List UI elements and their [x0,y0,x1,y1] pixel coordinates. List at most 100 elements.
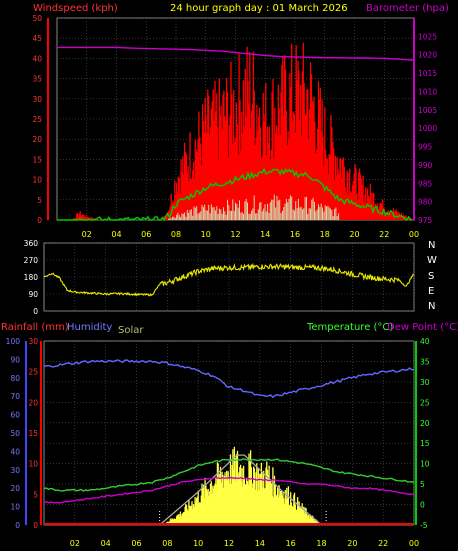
temperature-tick-label: 30 [420,378,430,387]
rain-temp-x-tick-label: 18 [316,539,326,548]
windspeed-axis-label: Windspeed (kph) [33,3,118,14]
windspeed-tick-label: 35 [32,75,42,84]
windspeed-tick-label: 45 [32,34,42,43]
rainfall-tick-label: 30 [28,337,38,346]
solar-max-envelope-line [159,454,322,526]
barometer-tick-label: 1010 [418,87,437,96]
barometer-tick-label: 1000 [418,124,437,133]
dewpoint-series-line [43,476,415,504]
wind-x-tick-label: 04 [111,230,121,239]
barometer-tick-label: 1005 [418,106,437,115]
wind-x-tick-label: 20 [349,230,359,239]
direction-tick-label: 270 [24,256,39,265]
rain-temp-x-tick-label: 14 [255,539,265,548]
wind-x-tick-label: 18 [320,230,330,239]
direction-label-w: W [427,255,437,266]
avg-wind-series-line [57,167,413,222]
barometer-tick-label: 995 [418,143,433,152]
temperature-tick-label: 0 [420,501,425,510]
rain-temp-x-tick-label: 06 [131,539,141,548]
windspeed-tick-label: 10 [32,176,42,185]
barometer-tick-label: 980 [418,198,433,207]
solar-label: Solar [118,325,144,336]
barometer-axis-label: Barometer (hpa) [366,3,449,14]
windspeed-tick-label: 50 [32,14,42,23]
direction-label-n2: N [428,301,435,312]
windspeed-tick-label: 20 [32,135,42,144]
wind-x-tick-label: 06 [141,230,151,239]
humidity-tick-label: 10 [10,503,20,512]
rain-temp-x-tick-label: 12 [224,539,234,548]
barometer-series-line [57,46,415,61]
wind-x-tick-label: 12 [230,230,240,239]
humidity-tick-label: 20 [10,484,20,493]
barometer-tick-label: 1015 [418,69,437,78]
humidity-axis-label: Humidity [67,322,112,333]
wind-x-tick-label: 14 [260,230,270,239]
direction-tick-label: 180 [24,273,39,282]
direction-series-line [43,262,414,297]
wind-x-tick-label: 10 [201,230,211,239]
windspeed-tick-label: 0 [37,216,42,225]
barometer-tick-label: 975 [418,216,433,225]
rainfall-tick-label: 10 [28,460,38,469]
barometer-tick-label: 985 [418,179,433,188]
temperature-tick-label: 15 [420,439,430,448]
direction-tick-label: 360 [24,239,39,248]
humidity-tick-label: 70 [10,392,20,401]
rainfall-tick-label: 20 [28,398,38,407]
wind-x-tick-label: 22 [379,230,389,239]
wind-x-tick-label: 16 [290,230,300,239]
rain-temp-x-tick-label: 20 [347,539,357,548]
windspeed-tick-label: 5 [37,196,42,205]
rain-temp-x-tick-label: 04 [101,539,111,548]
rainfall-tick-label: 5 [33,490,38,499]
temperature-series-line [43,458,415,492]
rainfall-tick-label: 0 [33,521,38,530]
windspeed-tick-label: 30 [32,95,42,104]
min-wind-series-bars [168,194,340,220]
rain-temp-x-tick-label: 10 [193,539,203,548]
direction-label-n: N [428,240,435,251]
windspeed-tick-label: 15 [32,155,42,164]
humidity-tick-label: 80 [10,374,20,383]
dewpoint-axis-label: Dew Point (°C) [387,322,458,333]
direction-tick-label: 90 [28,290,38,299]
temperature-tick-label: 35 [420,357,430,366]
humidity-series-line [43,359,415,399]
temperature-tick-label: 20 [420,419,430,428]
barometer-tick-label: 1020 [418,51,437,60]
humidity-tick-label: 50 [10,429,20,438]
rainfall-axis-label: Rainfall (mm) [1,322,69,333]
windspeed-tick-label: 25 [32,115,42,124]
temperature-tick-label: 25 [420,398,430,407]
solar-series-fill [159,446,322,525]
windspeed-tick-label: 40 [32,54,42,63]
wind-x-tick-label: 08 [171,230,181,239]
humidity-tick-label: 100 [6,337,21,346]
wind-x-tick-label: 02 [82,230,92,239]
rain-temp-x-tick-label: 16 [286,539,296,548]
direction-tick-label: 0 [33,307,38,316]
humidity-tick-label: 60 [10,411,20,420]
rain-temp-x-tick-label: 02 [70,539,80,548]
direction-label-s: S [428,271,434,282]
barometer-tick-label: 1025 [418,32,437,41]
barometer-tick-label: 990 [418,161,433,170]
rain-temp-x-tick-label: 00 [409,539,419,548]
wind-x-tick-label: 00 [409,230,419,239]
rainfall-tick-label: 25 [28,368,38,377]
chart-title: 24 hour graph day : 01 March 2026 [170,3,348,14]
direction-label-e: E [428,286,434,297]
temperature-tick-label: 10 [420,460,430,469]
temperature-tick-label: 40 [420,337,430,346]
rainfall-tick-label: 15 [28,429,38,438]
temperature-tick-label: -5 [420,521,428,530]
rain-temp-x-tick-label: 22 [378,539,388,548]
humidity-tick-label: 30 [10,466,20,475]
humidity-tick-label: 0 [15,521,20,530]
humidity-tick-label: 90 [10,355,20,364]
temperature-tick-label: 5 [420,480,425,489]
